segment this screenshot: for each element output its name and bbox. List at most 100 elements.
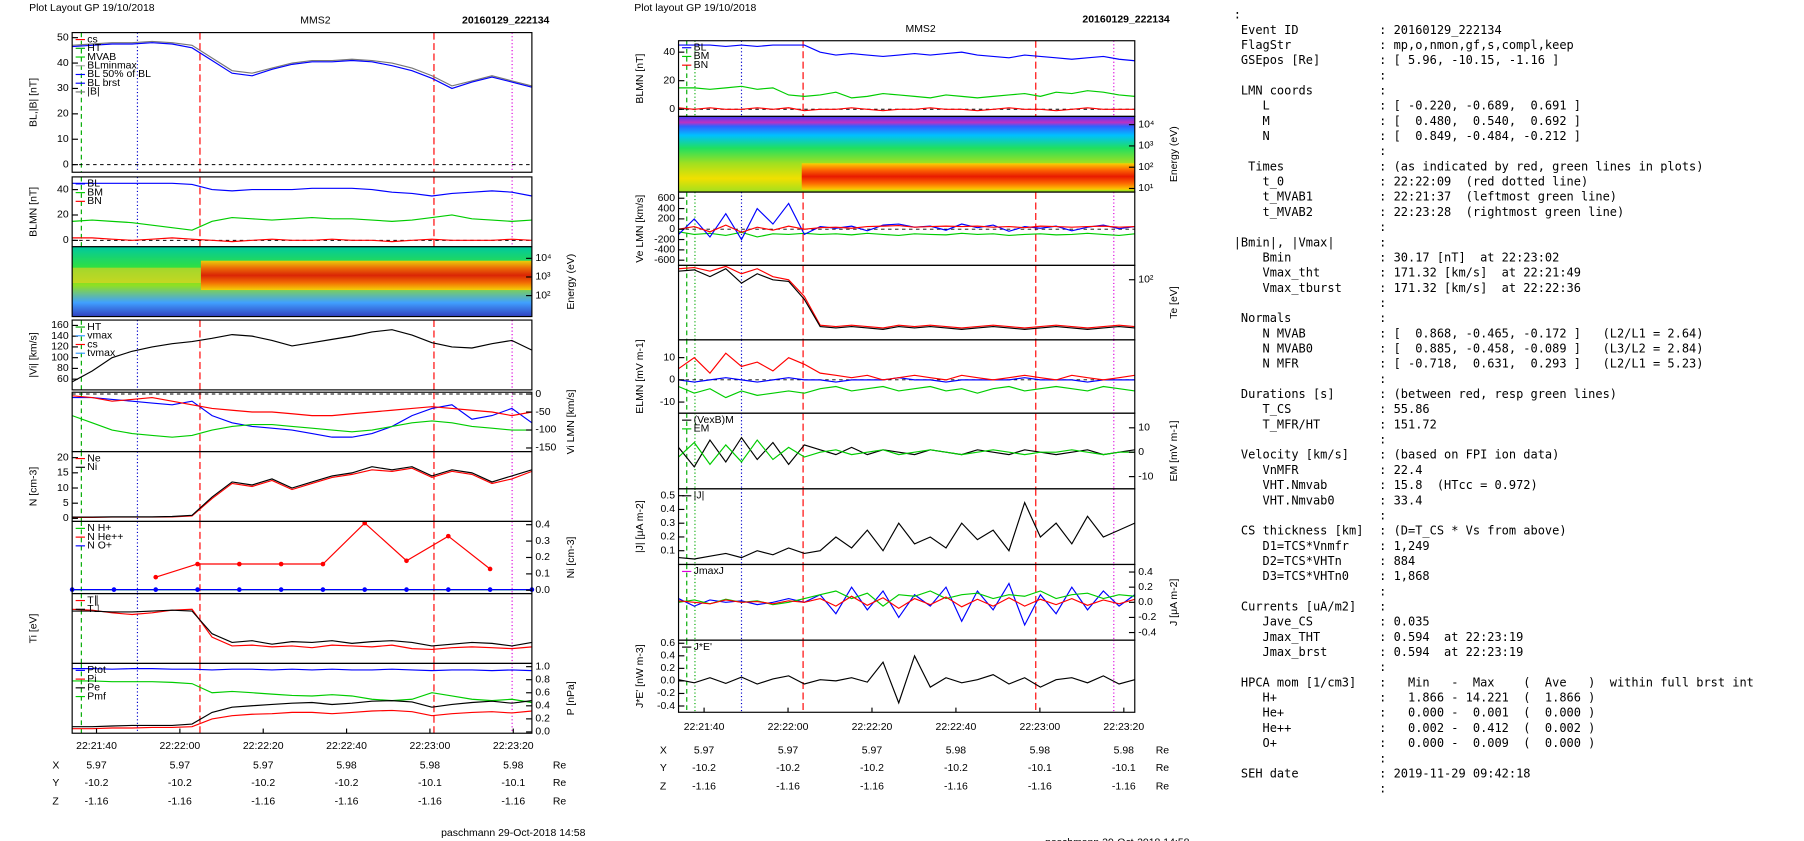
x-tick-label: 22:21:40 xyxy=(684,722,725,733)
y-tick-label: 0.0 xyxy=(1138,597,1153,608)
data-line xyxy=(678,44,1135,62)
panel-frame xyxy=(71,662,533,734)
info-key: L xyxy=(1234,99,1270,113)
y-tick-label: -400 xyxy=(654,245,675,256)
y-tick-label: 0.2 xyxy=(535,552,550,563)
info-key: Vmax_tburst xyxy=(1234,281,1342,295)
legend-label: BN xyxy=(694,60,709,71)
data-point xyxy=(111,587,117,592)
y-tick-label: 0.5 xyxy=(660,490,675,501)
legend-label: EM xyxy=(694,424,710,435)
info-key: FlagStr xyxy=(1234,38,1292,52)
coordinate-cell: -1.16 xyxy=(692,782,716,793)
coordinate-cell: 5.98 xyxy=(420,761,441,772)
axis-label: BLMN [nT] xyxy=(635,53,646,103)
y-tick-label: 0.8 xyxy=(535,674,550,685)
info-key: SEH date xyxy=(1234,766,1299,780)
info-value: : xyxy=(1379,584,1386,598)
info-value: : 1.866 - 14.221 ( 1.866 ) xyxy=(1379,691,1595,705)
legend-label: BN xyxy=(87,196,102,207)
coordinate-cell: -10.1 xyxy=(1028,763,1052,774)
x-tick-label: 22:23:20 xyxy=(1103,722,1144,733)
legend-label: HT xyxy=(87,322,102,333)
y-tick-label: -150 xyxy=(535,443,556,454)
data-line xyxy=(678,590,1135,607)
legend-label: Pe xyxy=(87,683,100,694)
coordinate-cell: Z xyxy=(52,797,59,808)
info-value: : 22:22:09 (red dotted line) xyxy=(1379,175,1588,189)
data-line xyxy=(71,415,532,438)
info-value: : xyxy=(1379,782,1386,796)
legend-label: cs xyxy=(87,339,97,350)
panel-frame xyxy=(677,639,1136,713)
y-tick-label: -10 xyxy=(1138,471,1153,482)
info-key: N xyxy=(1234,129,1270,143)
info-value: : 0.594 at 22:23:19 xyxy=(1379,645,1523,659)
info-value: : [ 5.96, -10.15, -1.16 ] xyxy=(1379,53,1559,67)
coordinate-cell: 5.97 xyxy=(86,761,107,772)
y-tick-label: 80 xyxy=(57,363,69,374)
info-value: : 0.000 - 0.001 ( 0.000 ) xyxy=(1379,706,1595,720)
info-key: Jave_CS xyxy=(1234,615,1313,629)
legend-label: Ni xyxy=(87,462,97,473)
x-tick-label: 22:23:20 xyxy=(493,741,534,752)
y-tick-label: 10⁴ xyxy=(535,253,551,264)
legend-label: (VexB)M xyxy=(694,415,734,426)
coordinate-cell: -10.2 xyxy=(692,763,716,774)
y-tick-label: 0.4 xyxy=(535,701,550,712)
info-value: : (based on FPI ion data) xyxy=(1379,448,1559,462)
x-tick-label: 22:23:00 xyxy=(410,741,451,752)
info-value: : Min - Max ( Ave ) within full brst int xyxy=(1379,675,1754,689)
legend-label: N He++ xyxy=(87,532,123,543)
coordinate-cell: 5.97 xyxy=(253,761,274,772)
y-tick-label: 0.4 xyxy=(1138,567,1153,578)
axis-label: Ve LMN [km/s] xyxy=(635,195,646,263)
data-line xyxy=(678,377,1135,383)
data-line xyxy=(72,395,532,417)
coordinate-cell: X xyxy=(660,745,667,756)
axis-label: Ni [cm-3] xyxy=(566,536,577,578)
y-tick-label: 10³ xyxy=(535,272,551,283)
coordinate-cell: Y xyxy=(52,778,59,789)
info-value: : 33.4 xyxy=(1379,493,1422,507)
info-key: |Bmin|, |Vmax| xyxy=(1234,235,1335,249)
info-key: VHT.Nmvab0 xyxy=(1234,493,1335,507)
data-point xyxy=(404,587,409,592)
legend-label: tvmax xyxy=(87,348,116,359)
axis-label: Ti [eV] xyxy=(29,613,40,643)
y-tick-label: 0.2 xyxy=(660,663,675,674)
info-key: Normals xyxy=(1234,311,1292,325)
data-line xyxy=(678,582,1136,627)
info-value: : 2019-11-29 09:42:18 xyxy=(1379,766,1530,780)
data-point xyxy=(237,561,242,567)
axis-label: Energy (eV) xyxy=(566,254,577,310)
y-tick-label: 40 xyxy=(57,184,69,195)
y-tick-label: 0.3 xyxy=(535,536,550,547)
info-value: : 884 xyxy=(1379,554,1415,568)
info-value: : 0.000 - 0.009 ( 0.000 ) xyxy=(1379,736,1595,750)
axis-label: J*E' [nW m-3] xyxy=(635,644,646,708)
info-value: : (between red, resp green lines) xyxy=(1379,387,1617,401)
coordinate-cell: -1.16 xyxy=(168,797,192,808)
info-key: Jmax_brst xyxy=(1234,645,1328,659)
y-tick-label: -0.4 xyxy=(1138,627,1156,638)
data-point xyxy=(487,566,493,572)
info-key: N MVAB xyxy=(1234,326,1306,340)
footer: paschmann 29-Oct-2018 14:58 xyxy=(1045,837,1190,841)
info-key: Currents [uA/m2] xyxy=(1234,600,1357,614)
coordinate-cell: Re xyxy=(1156,763,1170,774)
info-value: : xyxy=(1379,68,1386,82)
y-tick-label: 10 xyxy=(57,483,69,494)
info-key: N MVAB0 xyxy=(1234,342,1313,356)
data-line xyxy=(72,182,532,197)
legend-label: vmax xyxy=(87,331,113,342)
y-tick-label: 0.0 xyxy=(660,676,675,687)
coordinate-cell: Re xyxy=(553,797,567,808)
data-line xyxy=(72,668,532,672)
y-tick-label: 20 xyxy=(57,210,69,221)
data-line xyxy=(678,268,1135,330)
info-value: : [ 0.480, 0.540, 0.692 ] xyxy=(1379,114,1581,128)
legend-label: Ne xyxy=(87,453,101,464)
data-line xyxy=(678,265,1135,329)
data-point xyxy=(195,587,200,592)
